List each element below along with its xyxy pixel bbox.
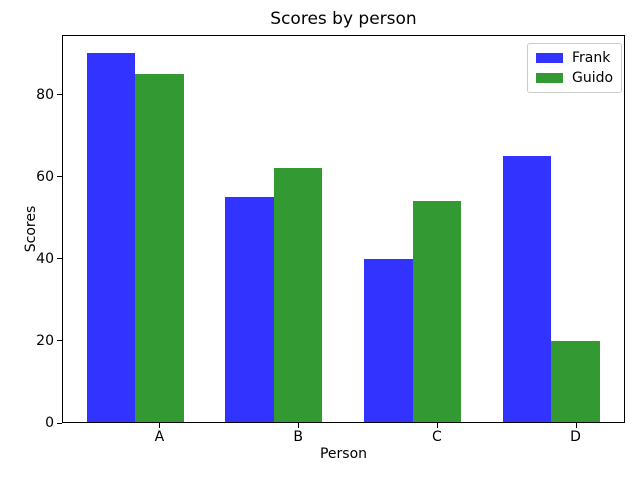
bar-guido-d (551, 340, 600, 423)
bar-guido-c (412, 201, 462, 423)
y-tick-mark-80 (57, 94, 62, 96)
y-tick-mark-60 (57, 176, 62, 178)
y-tick-label-80: 80 (36, 86, 54, 103)
legend-label-guido: Guido (572, 70, 614, 86)
bar-frank-d (502, 156, 552, 423)
legend-label-frank: Frank (572, 50, 611, 66)
legend-swatch-frank (536, 53, 563, 63)
y-axis-label: Scores (23, 205, 39, 253)
legend-item-guido: Guido (536, 70, 613, 86)
x-tick-label-b: B (293, 429, 303, 445)
x-tick-label-a: A (154, 429, 165, 445)
bar-guido-b (273, 168, 323, 423)
y-tick-label-20: 20 (36, 332, 54, 349)
bar-frank-a (86, 53, 136, 423)
plot-area: 0 20 40 60 80 A B C D (36, 35, 625, 444)
x-tick-label-c: C (431, 429, 442, 445)
x-tick-label-d: D (570, 429, 581, 445)
x-tick-mark-b (298, 423, 300, 428)
bar-frank-c (364, 258, 413, 423)
bar-frank-b (225, 197, 274, 423)
x-tick-mark-a (159, 423, 161, 428)
x-axis-label: Person (319, 446, 368, 462)
legend-swatch-guido (536, 73, 563, 83)
y-tick-label-40: 40 (36, 250, 54, 267)
y-tick-mark-0 (57, 422, 62, 424)
legend: Frank Guido (527, 43, 623, 93)
y-tick-mark-20 (57, 340, 62, 342)
bar-guido-a (135, 74, 184, 423)
legend-item-frank: Frank (536, 50, 613, 66)
x-tick-mark-c (436, 423, 438, 428)
y-tick-label-60: 60 (36, 168, 54, 185)
y-tick-label-0: 0 (45, 415, 54, 431)
x-tick-mark-d (575, 423, 577, 428)
y-tick-mark-40 (57, 258, 62, 260)
chart-title: Scores by person (270, 9, 417, 29)
